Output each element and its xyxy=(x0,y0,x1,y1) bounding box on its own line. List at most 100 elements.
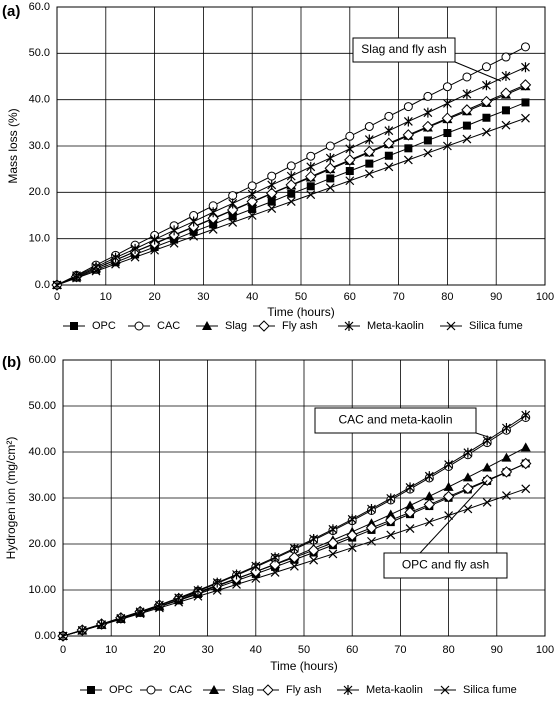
data-point xyxy=(385,514,397,526)
data-point xyxy=(309,533,319,544)
data-point xyxy=(209,220,218,229)
x-tick-label: 10 xyxy=(100,291,112,303)
data-point xyxy=(500,466,513,478)
data-point xyxy=(501,106,510,115)
legend-label: Meta-kaolin xyxy=(366,684,423,696)
y-tick-label: 20.0 xyxy=(29,186,50,198)
data-point xyxy=(251,561,261,572)
legend-label: Meta-kaolin xyxy=(367,320,424,332)
legend-label: Fly ash xyxy=(286,684,321,696)
data-point xyxy=(212,586,222,595)
data-point xyxy=(169,225,179,236)
data-point xyxy=(502,491,511,500)
data-point xyxy=(130,243,140,254)
data-point xyxy=(154,603,164,613)
data-point xyxy=(424,517,434,527)
y-tick-label: 40.00 xyxy=(28,446,56,458)
data-point xyxy=(116,613,126,624)
x-tick-label: 20 xyxy=(153,644,165,656)
data-point xyxy=(286,197,296,207)
x-tick-label: 90 xyxy=(490,291,502,303)
data-point xyxy=(267,197,276,206)
data-point xyxy=(305,170,317,183)
x-tick-label: 60 xyxy=(346,644,358,656)
data-point xyxy=(462,89,472,100)
data-point xyxy=(402,129,415,141)
data-point xyxy=(441,112,454,124)
data-point xyxy=(269,558,281,571)
data-point xyxy=(324,162,336,174)
data-point xyxy=(422,120,434,133)
data-point xyxy=(207,212,219,224)
legend-label: OPC xyxy=(109,684,133,696)
data-point xyxy=(365,159,374,168)
data-point xyxy=(384,111,394,121)
x-tick-label: 100 xyxy=(536,291,554,303)
data-point xyxy=(325,141,335,151)
data-point xyxy=(423,136,432,145)
data-point xyxy=(345,167,354,176)
legend-marker xyxy=(202,321,212,330)
y-tick-label: 30.00 xyxy=(28,492,56,504)
data-point xyxy=(228,198,238,209)
data-point xyxy=(405,524,415,533)
legend-marker xyxy=(70,322,78,330)
annotation-arrow xyxy=(475,432,493,439)
legend-label: Slag xyxy=(232,684,254,696)
data-point xyxy=(345,131,355,141)
data-point xyxy=(365,522,378,534)
data-point xyxy=(462,472,473,482)
data-point xyxy=(327,537,339,549)
legend-label: Fly ash xyxy=(282,320,317,332)
data-point xyxy=(404,506,416,519)
data-point xyxy=(189,231,199,241)
data-point xyxy=(384,125,394,136)
data-point xyxy=(246,195,258,208)
y-tick-label: 60.00 xyxy=(28,354,56,366)
legend-marker xyxy=(446,321,456,331)
data-point xyxy=(521,62,530,73)
data-point xyxy=(521,484,531,494)
y-tick-label: 30.0 xyxy=(29,140,50,152)
y-tick-label: 50.00 xyxy=(28,400,56,412)
data-point xyxy=(444,459,454,470)
data-point xyxy=(444,511,454,520)
data-point xyxy=(501,52,511,62)
data-point xyxy=(347,514,357,525)
legend-label: OPC xyxy=(92,320,116,332)
y-tick-label: 0.00 xyxy=(35,630,56,642)
data-point xyxy=(443,129,452,138)
data-point xyxy=(285,179,297,191)
data-point xyxy=(521,410,531,421)
data-point xyxy=(169,238,179,248)
annotation-box xyxy=(314,407,477,434)
data-point xyxy=(443,481,454,491)
data-point xyxy=(288,551,301,564)
data-point xyxy=(232,580,241,589)
data-point xyxy=(174,592,184,603)
legend-marker xyxy=(343,685,353,695)
data-point xyxy=(482,497,492,507)
data-point xyxy=(208,224,218,234)
data-point xyxy=(248,205,257,214)
data-point xyxy=(150,245,160,255)
x-tick-label: 30 xyxy=(201,644,213,656)
data-point xyxy=(482,462,493,472)
data-point xyxy=(247,181,257,191)
data-point xyxy=(386,530,396,540)
y-tick-label: 10.00 xyxy=(28,584,56,596)
data-point xyxy=(502,422,511,433)
data-point xyxy=(270,568,280,577)
data-point xyxy=(521,113,530,123)
data-point xyxy=(367,503,376,514)
data-point xyxy=(289,561,299,571)
data-point xyxy=(501,452,512,462)
data-point xyxy=(364,122,374,132)
legend-label: CAC xyxy=(157,320,180,332)
data-point xyxy=(189,216,199,227)
data-point xyxy=(519,79,532,91)
data-point xyxy=(345,143,355,154)
data-point xyxy=(58,631,68,641)
data-point xyxy=(328,524,338,535)
data-point xyxy=(72,270,81,281)
